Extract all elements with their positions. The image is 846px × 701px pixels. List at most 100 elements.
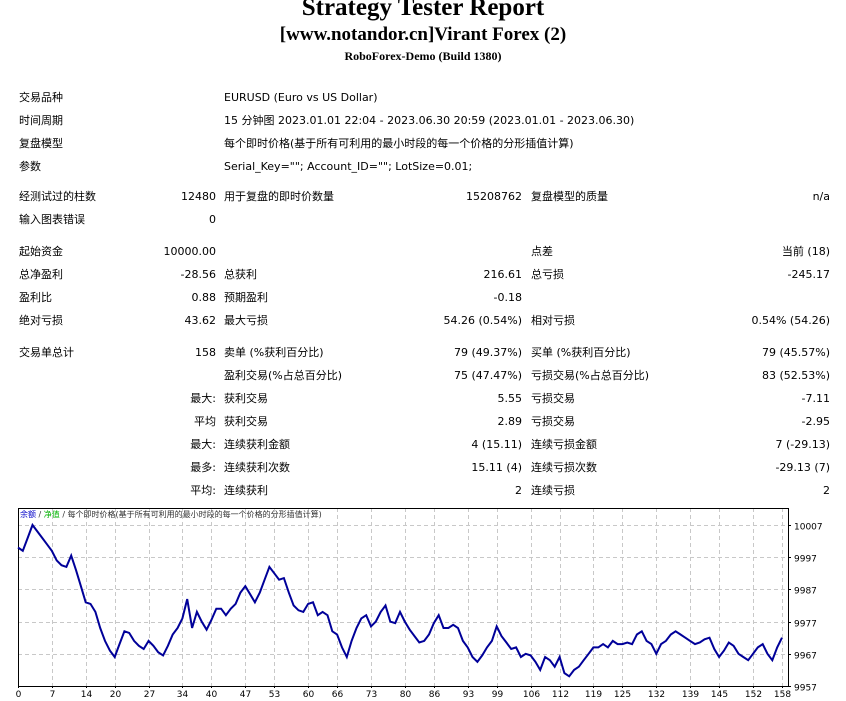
maximal-prefix: 最多: [190, 461, 216, 474]
x-tick-label: 27 [144, 690, 155, 700]
x-tick-label: 60 [303, 690, 315, 700]
x-tick-label: 73 [366, 690, 377, 700]
legend-equity: 净值 [43, 510, 60, 519]
largest-profit-label: 获利交易 [224, 392, 268, 405]
x-tick-label: 14 [81, 690, 93, 700]
gross-loss-value: -245.17 [787, 268, 830, 281]
max-consec-wins-value: 4 (15.11) [471, 438, 522, 451]
x-tick-label: 132 [648, 690, 665, 700]
net-profit-label: 总净盈利 [19, 268, 63, 281]
x-tick-label: 145 [711, 690, 728, 700]
quality-label: 复盘模型的质量 [531, 190, 608, 203]
max-consec-wins-label: 连续获利金额 [224, 438, 290, 451]
balance-chart-plot: 0 7 14 20 27 34 40 47 53 60 66 73 80 86 93 99 106 112 119 1… [16, 508, 823, 700]
x-tick-label: 7 [50, 690, 56, 700]
y-tick-label: 9977 [794, 620, 817, 630]
y-tick-label: 9997 [794, 555, 817, 565]
x-tick-label: 158 [774, 690, 791, 700]
y-tick-label: 10007 [794, 523, 823, 533]
profit-trades-label: 盈利交易(%占总百分比) [224, 369, 343, 382]
spread-value: 当前 (18) [781, 245, 830, 258]
setting-row-model: 复盘模型 每个即时价格(基于所有可利用的最小时段的每一个价格的分形插值计算) [0, 134, 846, 154]
bars-value: 12480 [181, 190, 216, 203]
loss-trades-value: 83 (52.53%) [761, 369, 830, 382]
x-tick-label: 20 [110, 690, 122, 700]
abs-drawdown-label: 绝对亏损 [19, 314, 63, 327]
results-row-factor: 盈利比 0.88 预期盈利 -0.18 [0, 288, 846, 308]
errors-value: 0 [209, 213, 216, 226]
total-trades-label: 交易单总计 [19, 346, 74, 359]
largest-prefix: 最大: [190, 392, 216, 405]
expected-payoff-value: -0.18 [493, 291, 522, 304]
x-tick-label: 152 [745, 690, 762, 700]
x-tick-label: 47 [240, 690, 251, 700]
max-drawdown-label: 最大亏损 [224, 314, 268, 327]
x-tick-label: 34 [177, 690, 189, 700]
x-tick-label: 0 [16, 690, 22, 700]
legend-separator: / [59, 510, 68, 519]
max-consec-losses-label: 连续亏损金额 [531, 438, 597, 451]
setting-row-period: 时间周期 15 分钟图 2023.01.01 22:04 - 2023.06.3… [0, 111, 846, 131]
average-loss-value: -2.95 [801, 415, 830, 428]
x-tick-label: 119 [585, 690, 602, 700]
long-positions-label: 买单 (%获利百分比) [531, 346, 631, 359]
abs-drawdown-value: 43.62 [184, 314, 217, 327]
initial-deposit-label: 起始资金 [19, 245, 63, 258]
expected-payoff-label: 预期盈利 [224, 291, 268, 304]
y-tick-label: 9967 [794, 652, 817, 662]
trades-row-largest: 最大: 获利交易 5.55 亏损交易 -7.11 [0, 389, 846, 409]
maximal-consec-loss-value: -29.13 (7) [775, 461, 830, 474]
long-positions-value: 79 (45.57%) [761, 346, 830, 359]
max-consec-prefix: 最大: [190, 438, 216, 451]
maximal-consec-profit-label: 连续获利次数 [224, 461, 290, 474]
avg-consec-losses-value: 2 [823, 484, 830, 497]
profit-factor-label: 盈利比 [19, 291, 52, 304]
largest-loss-label: 亏损交易 [531, 392, 575, 405]
maximal-consec-loss-label: 连续亏损次数 [531, 461, 597, 474]
x-tick-label: 86 [429, 690, 441, 700]
bars-label: 经测试过的柱数 [19, 190, 96, 203]
trades-row-avg-consec: 平均: 连续获利 2 连续亏损 2 [0, 481, 846, 501]
avg-consec-wins-label: 连续获利 [224, 484, 268, 497]
avg-consec-wins-value: 2 [515, 484, 522, 497]
x-tick-label: 80 [400, 690, 412, 700]
legend-separator: / [36, 510, 44, 519]
setting-value: EURUSD (Euro vs US Dollar) [224, 91, 378, 104]
avg-consec-prefix: 平均: [190, 484, 216, 497]
balance-line [17, 522, 783, 678]
average-loss-label: 亏损交易 [531, 415, 575, 428]
rel-drawdown-value: 0.54% (54.26) [751, 314, 830, 327]
test-info-row-1: 经测试过的柱数 12480 用于复盘的即时价数量 15208762 复盘模型的质… [0, 187, 846, 207]
chart-legend: 余额 / 净值 / 每个即时价格(基于所有可利用的最小时段的每一个价格的分形插值… [20, 510, 322, 520]
gross-profit-value: 216.61 [483, 268, 523, 281]
max-drawdown-value: 54.26 (0.54%) [443, 314, 522, 327]
legend-model: 每个即时价格(基于所有可利用的最小时段的每一个价格的分形插值计算) [67, 510, 322, 519]
initial-deposit-value: 10000.00 [163, 245, 217, 258]
legend-balance: 余额 [20, 510, 36, 519]
setting-label: 时间周期 [19, 114, 63, 127]
gross-loss-label: 总亏损 [531, 268, 564, 281]
ticks-label: 用于复盘的即时价数量 [224, 190, 334, 203]
largest-loss-value: -7.11 [801, 392, 830, 405]
setting-row-parameters: 参数 Serial_Key=""; Account_ID=""; LotSize… [0, 157, 846, 177]
trades-row-pl: 盈利交易(%占总百分比) 75 (47.47%) 亏损交易(%占总百分比) 83… [0, 366, 846, 386]
net-profit-value: -28.56 [180, 268, 216, 281]
rel-drawdown-label: 相对亏损 [531, 314, 575, 327]
gross-profit-label: 总获利 [224, 268, 257, 281]
profit-trades-value: 75 (47.47%) [453, 369, 522, 382]
average-profit-value: 2.89 [497, 415, 523, 428]
short-positions-value: 79 (49.37%) [453, 346, 522, 359]
largest-profit-value: 5.55 [497, 392, 523, 405]
setting-value: Serial_Key=""; Account_ID=""; LotSize=0.… [224, 160, 473, 173]
short-positions-label: 卖单 (%获利百分比) [224, 346, 324, 359]
trades-row-maximal: 最多: 连续获利次数 15.11 (4) 连续亏损次数 -29.13 (7) [0, 458, 846, 478]
x-tick-label: 53 [269, 690, 280, 700]
x-tick-label: 106 [523, 690, 540, 700]
trades-row-max-consec: 最大: 连续获利金额 4 (15.11) 连续亏损金额 7 (-29.13) [0, 435, 846, 455]
average-prefix: 平均 [194, 415, 216, 428]
y-tick-label: 9987 [794, 587, 817, 597]
chart-frame [18, 508, 789, 687]
setting-label: 参数 [19, 160, 41, 173]
x-tick-label: 112 [552, 690, 569, 700]
quality-value: n/a [812, 190, 830, 203]
